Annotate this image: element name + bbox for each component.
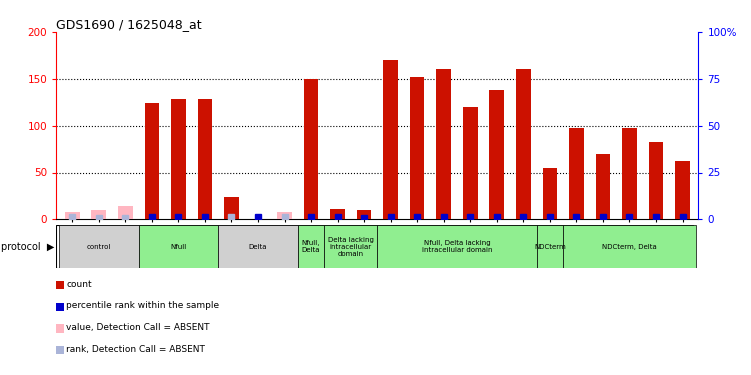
Bar xyxy=(303,79,318,219)
Bar xyxy=(198,99,213,219)
Bar xyxy=(92,210,106,219)
Text: Nfull, Delta lacking
intracellular domain: Nfull, Delta lacking intracellular domai… xyxy=(422,240,492,253)
FancyBboxPatch shape xyxy=(377,225,536,268)
Bar xyxy=(410,77,424,219)
Bar xyxy=(542,168,557,219)
Text: Nfull: Nfull xyxy=(170,244,186,250)
Bar xyxy=(622,128,637,219)
Text: GDS1690 / 1625048_at: GDS1690 / 1625048_at xyxy=(56,18,202,31)
Text: NDCterm: NDCterm xyxy=(534,244,566,250)
Bar xyxy=(649,142,663,219)
Bar xyxy=(463,107,478,219)
Bar xyxy=(330,209,345,219)
Bar xyxy=(490,90,504,219)
Bar xyxy=(675,161,690,219)
Text: count: count xyxy=(66,280,92,289)
Text: rank, Detection Call = ABSENT: rank, Detection Call = ABSENT xyxy=(66,345,205,354)
Text: Delta: Delta xyxy=(249,244,267,250)
Text: control: control xyxy=(86,244,111,250)
Text: Delta lacking
intracellular
domain: Delta lacking intracellular domain xyxy=(328,237,374,256)
Bar xyxy=(516,69,531,219)
FancyBboxPatch shape xyxy=(324,225,377,268)
Bar xyxy=(596,154,611,219)
Bar xyxy=(436,69,451,219)
Bar xyxy=(383,60,398,219)
Bar xyxy=(118,206,133,219)
Bar xyxy=(224,206,239,219)
Bar xyxy=(569,128,584,219)
Bar xyxy=(144,103,159,219)
Bar xyxy=(277,212,292,219)
Bar xyxy=(224,197,239,219)
Text: value, Detection Call = ABSENT: value, Detection Call = ABSENT xyxy=(66,323,210,332)
FancyBboxPatch shape xyxy=(298,225,324,268)
FancyBboxPatch shape xyxy=(563,225,695,268)
Text: NDCterm, Delta: NDCterm, Delta xyxy=(602,244,657,250)
Bar xyxy=(171,99,185,219)
Text: percentile rank within the sample: percentile rank within the sample xyxy=(66,302,219,310)
Text: protocol  ▶: protocol ▶ xyxy=(2,242,55,252)
FancyBboxPatch shape xyxy=(219,225,298,268)
FancyBboxPatch shape xyxy=(536,225,563,268)
Bar xyxy=(65,212,80,219)
FancyBboxPatch shape xyxy=(59,225,139,268)
Bar xyxy=(357,210,372,219)
Text: Nfull,
Delta: Nfull, Delta xyxy=(302,240,320,253)
FancyBboxPatch shape xyxy=(139,225,219,268)
